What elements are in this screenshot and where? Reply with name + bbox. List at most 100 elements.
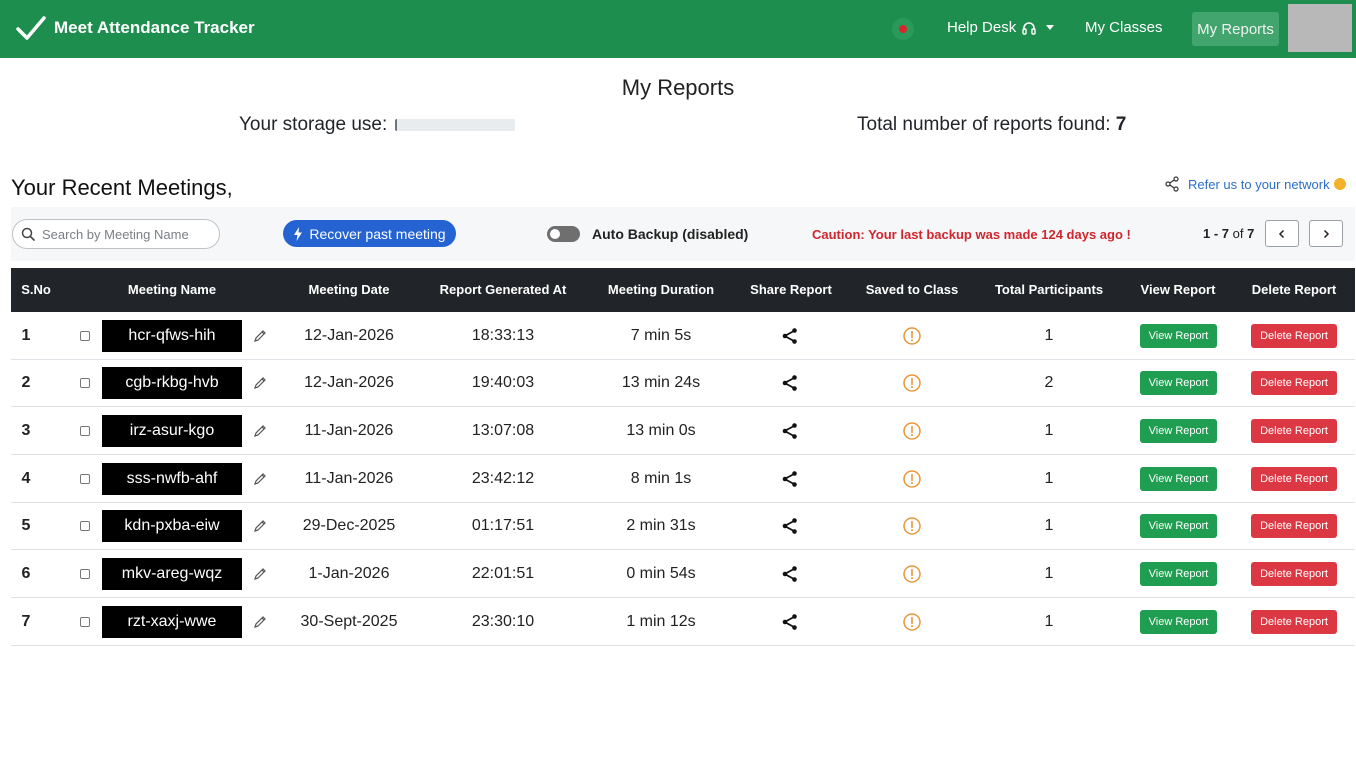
row-report-generated: 13:07:08 bbox=[471, 421, 535, 439]
recover-past-meeting-button[interactable]: Recover past meeting bbox=[283, 220, 456, 247]
saved-to-class-status[interactable] bbox=[899, 598, 925, 645]
view-report-button[interactable]: View Report bbox=[1140, 609, 1217, 634]
view-report-button[interactable]: View Report bbox=[1140, 561, 1217, 586]
pagination-info: 1 - 7 of 7 bbox=[1203, 226, 1255, 241]
search-input[interactable] bbox=[42, 226, 212, 242]
next-page-button[interactable] bbox=[1309, 220, 1343, 247]
search-box[interactable] bbox=[12, 219, 220, 249]
delete-report-button[interactable]: Delete Report bbox=[1251, 323, 1337, 348]
storage-label: Your storage use: bbox=[239, 114, 388, 135]
row-report-generated: 19:40:03 bbox=[471, 374, 535, 392]
auto-backup-toggle[interactable] bbox=[547, 226, 580, 242]
pencil-icon bbox=[254, 568, 266, 580]
row-meeting-name[interactable]: sss-nwfb-ahf bbox=[102, 455, 242, 502]
row-sno: 2 bbox=[21, 374, 31, 392]
warning-circle-icon bbox=[903, 422, 921, 440]
share-icon bbox=[782, 375, 797, 391]
checkmark-icon bbox=[16, 16, 46, 40]
row-meeting-duration: 2 min 31s bbox=[626, 517, 696, 535]
row-checkbox[interactable] bbox=[79, 312, 91, 359]
row-total-participants: 1 bbox=[1044, 469, 1054, 487]
edit-name-button[interactable] bbox=[251, 407, 269, 454]
share-report-button[interactable] bbox=[776, 407, 804, 454]
report-count-value: 7 bbox=[1115, 114, 1127, 135]
header-share-report: Share Report bbox=[750, 282, 832, 297]
help-desk-dropdown[interactable]: Help Desk bbox=[947, 19, 1055, 36]
row-checkbox[interactable] bbox=[79, 598, 91, 645]
view-report-button[interactable]: View Report bbox=[1140, 371, 1217, 396]
row-report-generated: 23:42:12 bbox=[471, 469, 535, 487]
saved-to-class-status[interactable] bbox=[899, 550, 925, 597]
share-network-icon bbox=[1165, 176, 1179, 192]
row-meeting-date: 12-Jan-2026 bbox=[304, 326, 394, 344]
report-count-label: Total number of reports found: bbox=[857, 114, 1111, 135]
header-report-generated: Report Generated At bbox=[439, 282, 567, 297]
row-checkbox[interactable] bbox=[79, 455, 91, 502]
avatar[interactable] bbox=[1288, 4, 1352, 52]
share-report-button[interactable] bbox=[776, 312, 804, 359]
delete-report-button[interactable]: Delete Report bbox=[1251, 466, 1337, 491]
nav-my-classes[interactable]: My Classes bbox=[1085, 19, 1163, 36]
delete-report-button[interactable]: Delete Report bbox=[1251, 609, 1337, 634]
row-meeting-name[interactable]: rzt-xaxj-wwe bbox=[102, 598, 242, 645]
row-meeting-name[interactable]: kdn-pxba-eiw bbox=[102, 503, 242, 550]
saved-to-class-status[interactable] bbox=[899, 455, 925, 502]
share-report-button[interactable] bbox=[776, 360, 804, 407]
share-icon bbox=[782, 566, 797, 582]
toolbar: Recover past meeting Auto Backup (disabl… bbox=[11, 207, 1355, 261]
saved-to-class-status[interactable] bbox=[899, 360, 925, 407]
row-meeting-name[interactable]: cgb-rkbg-hvb bbox=[102, 360, 242, 407]
header-saved-to-class: Saved to Class bbox=[865, 282, 959, 297]
header-meeting-duration: Meeting Duration bbox=[607, 282, 715, 297]
view-report-button[interactable]: View Report bbox=[1140, 323, 1217, 348]
view-report-button[interactable]: View Report bbox=[1140, 418, 1217, 443]
saved-to-class-status[interactable] bbox=[899, 312, 925, 359]
top-navbar: Meet Attendance Tracker Help Desk My Cla… bbox=[0, 0, 1356, 58]
row-meeting-name[interactable]: mkv-areg-wqz bbox=[102, 550, 242, 597]
row-meeting-duration: 0 min 54s bbox=[626, 564, 696, 582]
row-meeting-name[interactable]: hcr-qfws-hih bbox=[102, 312, 242, 359]
pencil-icon bbox=[254, 329, 266, 342]
share-report-button[interactable] bbox=[776, 598, 804, 645]
recent-meetings-heading: Your Recent Meetings, bbox=[11, 175, 233, 200]
edit-name-button[interactable] bbox=[251, 550, 269, 597]
table-row: 1 hcr-qfws-hih 12-Jan-2026 18:33:13 7 min 5s… bbox=[11, 312, 1355, 360]
header-meeting-name: Meeting Name bbox=[127, 282, 217, 297]
view-report-button[interactable]: View Report bbox=[1140, 514, 1217, 539]
recording-indicator-icon[interactable] bbox=[892, 18, 914, 40]
auto-backup-label: Auto Backup (disabled) bbox=[592, 226, 749, 242]
row-total-participants: 2 bbox=[1044, 374, 1054, 392]
saved-to-class-status[interactable] bbox=[899, 407, 925, 454]
share-report-button[interactable] bbox=[776, 503, 804, 550]
share-report-button[interactable] bbox=[776, 455, 804, 502]
row-report-generated: 22:01:51 bbox=[471, 564, 535, 582]
prev-page-button[interactable] bbox=[1265, 220, 1299, 247]
delete-report-button[interactable]: Delete Report bbox=[1251, 418, 1337, 443]
row-report-generated: 18:33:13 bbox=[471, 326, 535, 344]
delete-report-button[interactable]: Delete Report bbox=[1251, 514, 1337, 539]
saved-to-class-status[interactable] bbox=[899, 503, 925, 550]
delete-report-button[interactable]: Delete Report bbox=[1251, 371, 1337, 396]
row-meeting-name[interactable]: irz-asur-kgo bbox=[102, 407, 242, 454]
share-report-button[interactable] bbox=[776, 550, 804, 597]
view-report-button[interactable]: View Report bbox=[1140, 466, 1217, 491]
edit-name-button[interactable] bbox=[251, 312, 269, 359]
edit-name-button[interactable] bbox=[251, 360, 269, 407]
row-checkbox[interactable] bbox=[79, 360, 91, 407]
brand[interactable]: Meet Attendance Tracker bbox=[16, 14, 255, 42]
edit-name-button[interactable] bbox=[251, 598, 269, 645]
warning-circle-icon bbox=[903, 517, 921, 535]
nav-my-reports[interactable]: My Reports bbox=[1192, 12, 1279, 46]
row-report-generated: 01:17:51 bbox=[471, 517, 535, 535]
table-row: 5 kdn-pxba-eiw 29-Dec-2025 01:17:51 2 min 31… bbox=[11, 503, 1355, 551]
chevron-down-icon bbox=[1046, 25, 1055, 30]
row-checkbox[interactable] bbox=[79, 407, 91, 454]
row-checkbox[interactable] bbox=[79, 550, 91, 597]
edit-name-button[interactable] bbox=[251, 503, 269, 550]
row-meeting-duration: 1 min 12s bbox=[626, 612, 696, 630]
delete-report-button[interactable]: Delete Report bbox=[1251, 561, 1337, 586]
warning-circle-icon bbox=[903, 469, 921, 488]
row-checkbox[interactable] bbox=[79, 503, 91, 550]
refer-link[interactable]: Refer us to your network bbox=[1164, 176, 1346, 192]
edit-name-button[interactable] bbox=[251, 455, 269, 502]
